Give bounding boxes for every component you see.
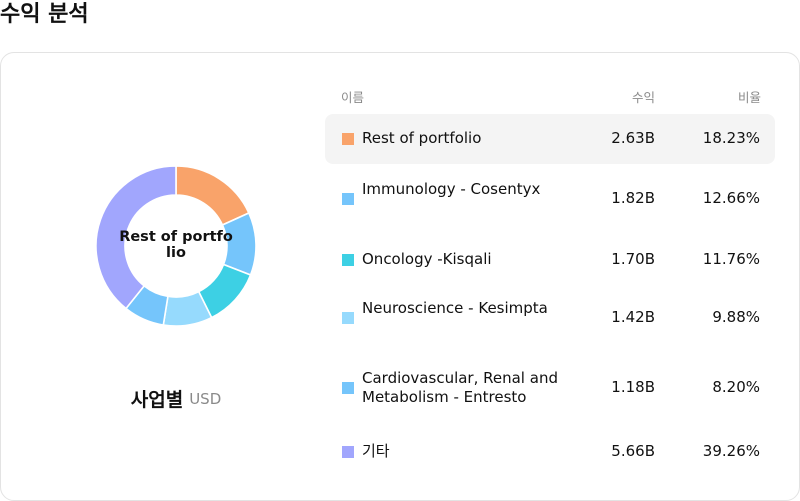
row-name: Cardiovascular, Renal and Metabolism - E… bbox=[362, 369, 558, 406]
legend-swatch bbox=[342, 254, 354, 266]
legend-swatch bbox=[342, 446, 354, 458]
donut-slice-0[interactable] bbox=[175, 165, 250, 227]
page-title: 수익 분석 bbox=[0, 2, 89, 27]
revenue-analysis-card: Rest of portfolio 사업별 USD 이름 수익 비율 Rest o… bbox=[0, 52, 800, 501]
table-row[interactable]: Oncology -Kisqali 1.70B 11.76% bbox=[325, 241, 775, 279]
table-row[interactable]: Rest of portfolio 2.63B 18.23% bbox=[325, 114, 775, 164]
row-revenue: 2.63B bbox=[611, 129, 655, 147]
row-name: Neuroscience - Kesimpta bbox=[362, 299, 548, 317]
row-percent: 12.66% bbox=[702, 189, 760, 207]
header-name: 이름 bbox=[341, 90, 365, 105]
row-percent: 39.26% bbox=[702, 442, 760, 460]
chart-caption: 사업별 USD bbox=[1, 385, 351, 412]
row-name: Immunology - Cosentyx bbox=[362, 180, 541, 198]
row-percent: 18.23% bbox=[702, 129, 760, 147]
legend-swatch bbox=[342, 133, 354, 145]
header-percent: 비율 bbox=[737, 90, 761, 105]
table-row[interactable]: Neuroscience - Kesimpta 1.42B 9.88% bbox=[325, 293, 775, 343]
table-header: 이름 수익 비율 bbox=[341, 87, 761, 105]
legend-swatch bbox=[342, 382, 354, 394]
row-revenue: 1.70B bbox=[611, 250, 655, 268]
currency-unit: USD bbox=[189, 389, 222, 408]
legend-swatch bbox=[342, 193, 354, 205]
segment-type-label: 사업별 bbox=[130, 389, 184, 411]
header-revenue: 수익 bbox=[631, 90, 655, 105]
row-name: Rest of portfolio bbox=[362, 129, 482, 147]
legend-swatch bbox=[342, 312, 354, 324]
row-percent: 11.76% bbox=[702, 250, 760, 268]
row-revenue: 1.42B bbox=[611, 308, 655, 326]
row-revenue: 1.82B bbox=[611, 189, 655, 207]
row-revenue: 1.18B bbox=[611, 378, 655, 396]
donut-center-label: Rest of portfolio bbox=[119, 229, 233, 261]
table-row[interactable]: Immunology - Cosentyx 1.82B 12.66% bbox=[325, 174, 775, 224]
row-percent: 8.20% bbox=[712, 378, 760, 396]
donut-chart: Rest of portfolio bbox=[95, 165, 257, 327]
donut-svg bbox=[95, 165, 257, 327]
donut-slice-5[interactable] bbox=[95, 165, 177, 310]
row-percent: 9.88% bbox=[712, 308, 760, 326]
row-name: Oncology -Kisqali bbox=[362, 250, 492, 268]
table-row[interactable]: 기타 5.66B 39.26% bbox=[325, 433, 775, 471]
row-name: 기타 bbox=[362, 442, 390, 460]
row-revenue: 5.66B bbox=[611, 442, 655, 460]
table-row[interactable]: Cardiovascular, Renal and Metabolism - E… bbox=[325, 363, 775, 413]
